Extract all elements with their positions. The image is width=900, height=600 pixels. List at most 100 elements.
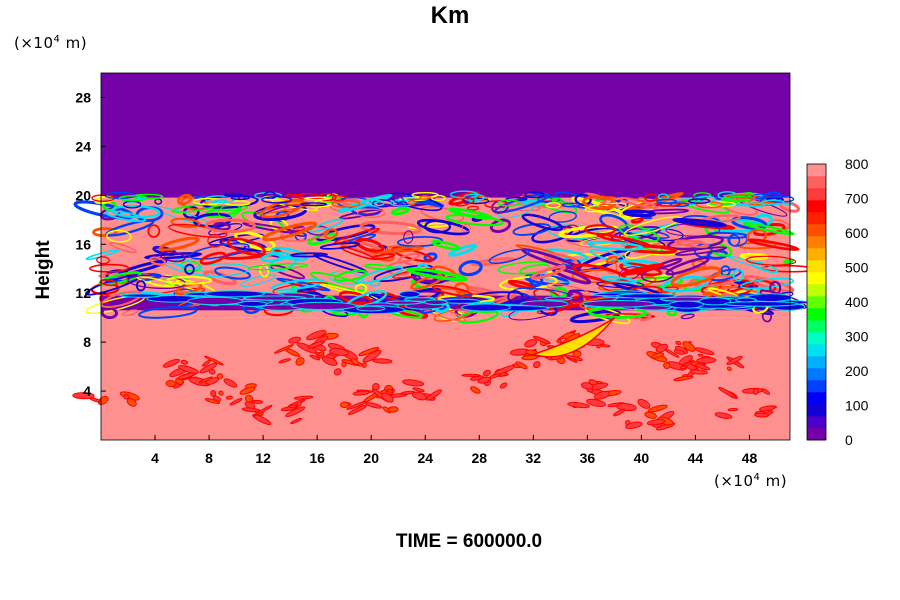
band-feature	[447, 207, 494, 220]
lower-patch	[726, 355, 743, 366]
lower-patch	[218, 390, 224, 396]
band-feature	[319, 242, 361, 250]
interface-feature	[451, 198, 470, 207]
band-feature	[234, 230, 276, 251]
filament-feature	[723, 301, 799, 307]
lower-patch	[515, 361, 528, 370]
interface-feature	[656, 198, 677, 204]
band-feature	[566, 290, 583, 302]
band-feature	[96, 256, 110, 265]
filament-feature	[120, 293, 162, 298]
x-tick-label: 20	[363, 450, 379, 466]
band-feature	[337, 193, 393, 213]
lower-patch	[586, 398, 607, 407]
y-tick-label: 20	[75, 187, 91, 203]
lower-patch	[647, 404, 668, 413]
interface-feature	[223, 192, 242, 198]
interface-feature	[372, 199, 394, 208]
colorbar-tick-label: 800	[845, 156, 869, 172]
colorbar-level	[807, 308, 826, 321]
region-0	[101, 73, 790, 198]
band-feature	[584, 224, 616, 236]
lower-patch	[727, 407, 739, 412]
band-feature	[100, 306, 118, 320]
interface-feature	[687, 198, 711, 204]
lower-patch	[347, 404, 368, 415]
lower-patch	[646, 419, 666, 426]
band-feature	[535, 196, 578, 214]
colorbar-level	[807, 380, 826, 393]
lower-patch	[655, 343, 669, 353]
lower-patch	[412, 387, 425, 393]
lower-patch	[524, 339, 538, 348]
lower-patch	[593, 390, 611, 400]
lower-patch	[72, 392, 95, 400]
band-feature	[728, 234, 741, 247]
lower-patch	[372, 382, 380, 391]
band-feature	[574, 193, 592, 207]
x-tick-label: 4	[151, 450, 159, 466]
lower-patch	[567, 402, 591, 409]
band-feature	[148, 256, 167, 266]
lower-patch	[482, 369, 491, 377]
band-feature	[691, 259, 707, 269]
x-tick-label: 28	[471, 450, 487, 466]
interface-feature	[561, 202, 581, 208]
interface-feature	[331, 200, 361, 208]
filament-feature	[399, 290, 421, 298]
time-label: TIME = 600000.0	[395, 531, 543, 552]
lower-patch	[273, 344, 294, 354]
lower-patch	[425, 389, 442, 401]
filament-feature	[582, 300, 656, 308]
lower-patch	[306, 329, 327, 341]
band-feature	[204, 218, 257, 234]
lower-patch	[673, 375, 694, 382]
filament-feature	[237, 300, 268, 307]
lower-patch	[180, 359, 189, 365]
lower-patch	[252, 413, 272, 426]
band-feature	[227, 237, 266, 256]
band-feature	[546, 283, 591, 296]
band-feature	[512, 223, 551, 236]
colorbar-level	[807, 272, 826, 285]
interface-feature	[411, 191, 439, 198]
x-tick-label: 16	[309, 450, 325, 466]
interface-feature	[752, 193, 769, 200]
lower-patch	[350, 358, 360, 366]
band-feature	[747, 238, 800, 252]
lower-patch	[223, 378, 238, 388]
interface-feature	[744, 202, 766, 208]
band-feature	[396, 235, 444, 248]
lower-patch	[333, 368, 342, 376]
band-feature	[159, 250, 186, 263]
lower-patch	[675, 340, 682, 346]
lower-patch	[754, 412, 769, 418]
colorbar-level	[807, 164, 826, 177]
band-feature	[109, 241, 138, 254]
band-feature	[630, 216, 644, 224]
lower-patch	[612, 408, 626, 417]
lower-patch	[586, 388, 594, 393]
lower-patch	[241, 407, 260, 413]
band-feature	[390, 206, 410, 216]
interface-feature	[389, 199, 415, 207]
band-feature	[247, 263, 308, 271]
colorbar: 0 100 200 300 400 500 600 700 800	[806, 156, 869, 448]
band-feature	[213, 221, 231, 231]
filament-feature	[385, 300, 422, 305]
band-feature	[364, 263, 394, 271]
band-feature	[488, 248, 530, 265]
lower-patch	[123, 393, 130, 400]
interface-feature	[261, 195, 293, 204]
band-feature	[742, 221, 795, 236]
band-feature	[618, 224, 660, 243]
band-feature	[270, 199, 319, 212]
lower-patch	[346, 400, 368, 410]
lower-patch	[293, 395, 314, 400]
band-feature	[732, 268, 745, 282]
colorbar-level	[807, 188, 826, 201]
lower-patch	[470, 386, 481, 394]
interface-feature	[760, 199, 785, 205]
lower-patch	[387, 406, 399, 413]
